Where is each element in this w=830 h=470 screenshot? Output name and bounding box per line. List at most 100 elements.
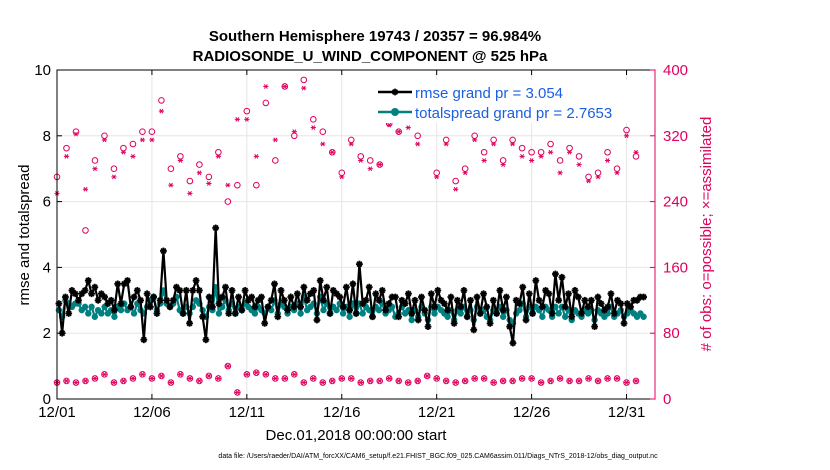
star-stroke [614,297,621,304]
star-stroke [464,313,471,320]
asterisk-stroke [83,186,88,192]
star-stroke [624,300,631,307]
rmse-point [411,296,419,304]
star-stroke [117,300,124,307]
star-stroke [562,303,569,310]
rmse-point [209,303,216,311]
totalspread-point [91,313,99,320]
star-stroke [235,293,242,301]
count-marker-assimilated [623,133,630,139]
rmse-point [202,336,210,344]
asterisk-stroke [596,174,601,180]
rmse-point [555,296,563,304]
count-marker-assimilated [320,141,326,147]
asterisk-stroke [149,137,154,143]
count-marker-assimilated [367,378,373,384]
star-stroke [127,303,134,310]
rmse-point [323,283,331,291]
asterisk-stroke [539,153,544,159]
asterisk-stroke [558,376,563,381]
star-stroke [323,284,330,291]
count-marker-assimilated [566,378,573,384]
star-stroke [366,284,373,291]
data-file-footer: data file: /Users/raeder/DAI/ATM_forcXX/… [218,453,658,460]
asterisk-stroke [453,186,458,192]
asterisk-stroke [339,376,344,381]
count-marker-possible [272,157,279,164]
count-marker-possible [490,136,497,144]
rmse-point [107,296,115,304]
rmse-point [604,303,612,311]
star-stroke [362,297,369,304]
count-marker-assimilated [82,186,89,192]
rmse-point [280,296,288,304]
rmse-point [303,296,311,304]
rmse-point [62,293,69,301]
rmse-point [101,293,109,301]
count-marker-assimilated [130,376,136,381]
rmse-point [457,303,465,311]
count-marker-possible [366,157,374,164]
count-marker-assimilated [386,122,392,128]
asterisk-stroke [121,378,126,384]
rmse-point [339,303,347,311]
star-stroke [91,284,98,291]
y2-tick-label: 240 [663,194,688,211]
rmse-point [444,306,452,314]
rmse-point [218,293,226,301]
count-marker-assimilated [120,378,127,384]
rmse-point [454,296,461,304]
star-stroke [516,300,523,307]
count-marker-assimilated [358,380,364,385]
rmse-point [130,293,138,301]
y-tick-label: 2 [43,325,51,342]
totalspread-point [359,310,366,317]
asterisk-stroke [548,378,553,384]
rmse-point [568,313,576,321]
count-marker-assimilated [225,363,231,369]
count-marker-assimilated [547,378,554,384]
rmse-point [519,283,527,291]
rmse-point [627,303,634,311]
asterisk-stroke [453,380,458,385]
asterisk-stroke [529,376,534,381]
star-stroke [585,303,592,310]
count-marker-possible [215,375,222,382]
star-stroke [163,297,170,304]
count-marker-assimilated [358,158,364,163]
star-stroke [140,336,147,343]
star-stroke [150,293,157,301]
rmse-point [460,287,468,294]
star-stroke [385,300,392,307]
star-stroke [98,290,105,297]
asterisk-stroke [197,378,202,384]
star-stroke [349,280,356,287]
count-marker-assimilated [291,129,297,135]
asterisk-stroke [510,141,515,147]
rmse-point [342,283,350,291]
count-marker-possible [63,377,70,385]
rmse-point [261,319,269,327]
count-marker-possible [623,126,630,134]
totalspread-point [516,306,523,314]
star-stroke [343,284,350,291]
count-marker-assimilated [158,373,165,379]
star-stroke [467,297,474,304]
count-marker-possible [461,165,469,172]
rmse-point [391,293,399,301]
count-marker-possible [385,375,393,382]
rmse-point [591,323,599,331]
count-marker-assimilated [177,158,183,163]
star-stroke [82,287,89,294]
count-marker-possible [91,375,99,382]
star-stroke [62,293,69,301]
star-stroke [219,293,226,301]
count-marker-assimilated [73,131,79,137]
count-marker-assimilated [282,376,288,381]
count-marker-possible [585,173,592,181]
count-marker-assimilated [405,380,411,385]
count-marker-possible [177,153,184,160]
rmse-point [248,293,256,301]
asterisk-stroke [206,181,211,186]
asterisk-stroke [624,380,629,385]
